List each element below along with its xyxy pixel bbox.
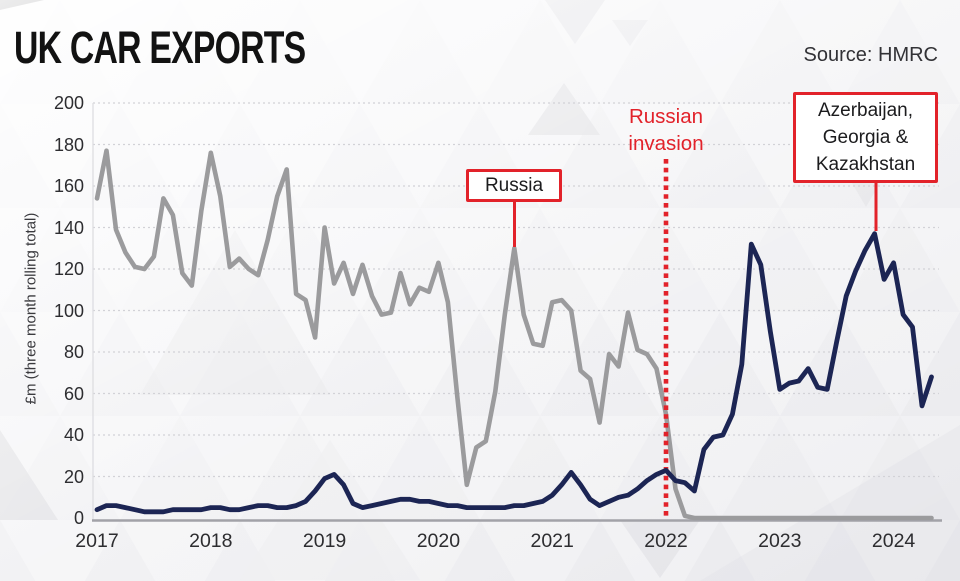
agk-label-line2: Georgia &	[822, 127, 909, 148]
y-tick-label-60: 60	[63, 383, 84, 404]
invasion-annotation: Russian invasion	[586, 103, 746, 157]
x-tick-label-2023: 2023	[758, 530, 802, 552]
series-line-agk	[94, 231, 934, 515]
agk-label-line1: Azerbaijan,	[817, 100, 914, 121]
agk-label-line3: Kazakhstan	[815, 154, 916, 175]
y-tick-label-40: 40	[63, 425, 84, 445]
y-tick-label-120: 120	[53, 259, 84, 279]
x-tick-label-2021: 2021	[530, 530, 574, 552]
series-line-russia	[94, 148, 934, 521]
y-tick-label-140: 140	[53, 217, 84, 238]
agk-label-box: Azerbaijan, Georgia & Kazakhstan	[793, 92, 938, 183]
x-tick-label-2020: 2020	[416, 530, 461, 552]
y-tick-label-80: 80	[63, 342, 84, 362]
invasion-annotation-line2: invasion	[628, 132, 704, 155]
y-tick-label-160: 160	[53, 176, 84, 196]
y-tick-label-0: 0	[73, 508, 84, 528]
invasion-annotation-line1: Russian	[628, 105, 704, 128]
x-tick-label-2019: 2019	[302, 530, 347, 552]
page-title: UK CAR EXPORTS	[14, 22, 306, 73]
x-tick-label-2017: 2017	[75, 530, 119, 552]
y-tick-label-100: 100	[53, 300, 84, 321]
y-tick-label-20: 20	[63, 466, 84, 487]
source-credit: Source: HMRC	[803, 44, 938, 66]
x-tick-label-2022: 2022	[644, 530, 688, 552]
russia-label-box: Russia	[466, 169, 562, 202]
x-tick-label-2018: 2018	[189, 530, 233, 552]
y-tick-label-180: 180	[53, 134, 84, 155]
russia-label-text: Russia	[484, 174, 544, 196]
x-tick-label-2024: 2024	[871, 530, 916, 552]
y-tick-label-200: 200	[53, 93, 84, 113]
